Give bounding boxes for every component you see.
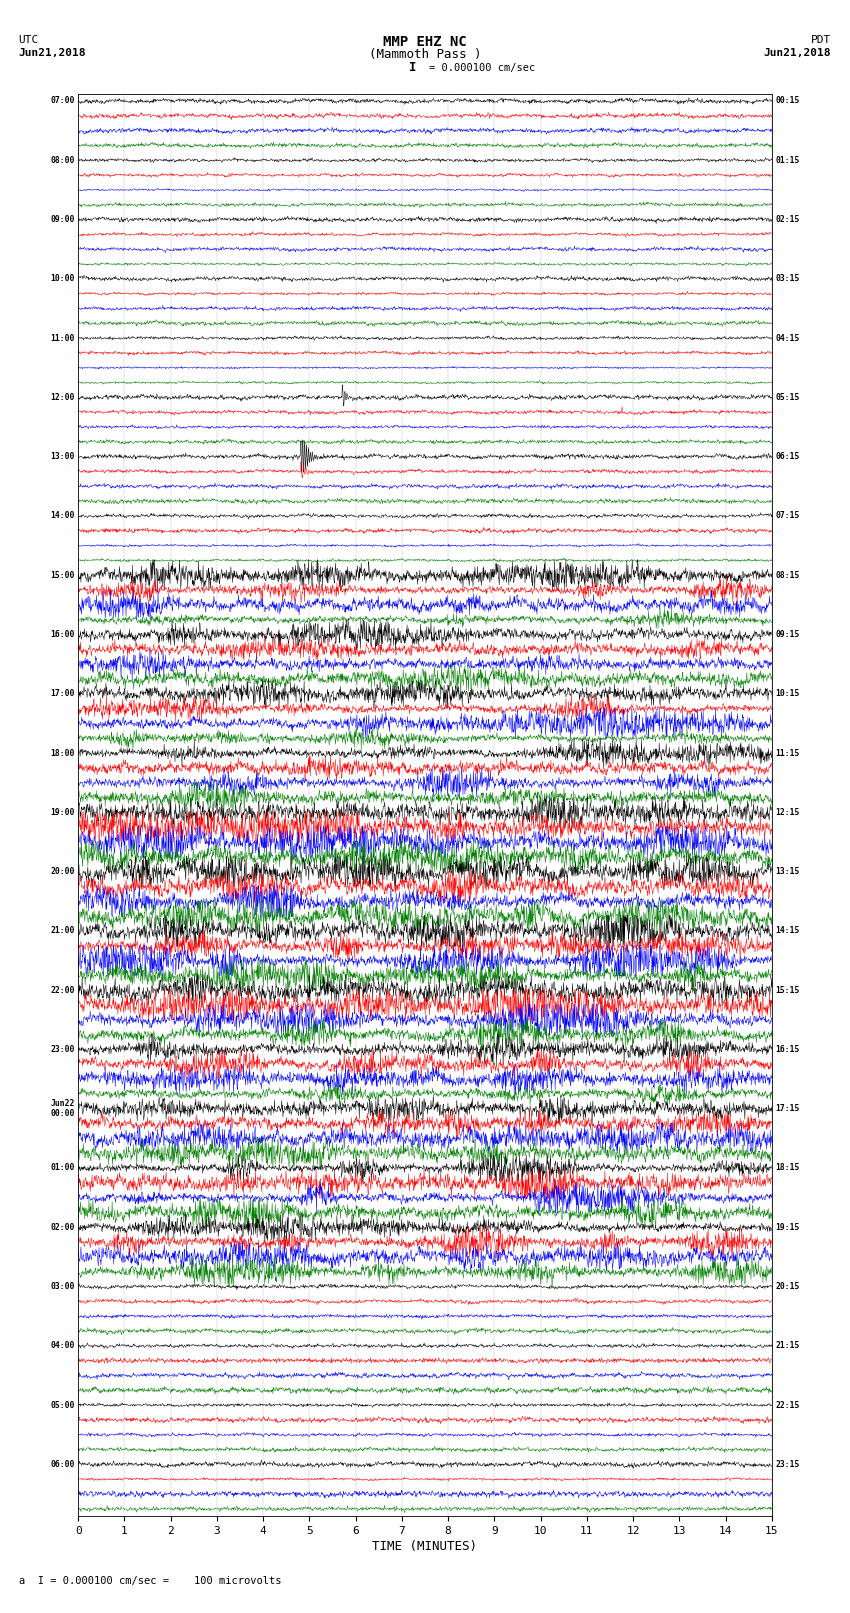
Text: 05:00: 05:00 <box>50 1400 75 1410</box>
Text: 03:15: 03:15 <box>775 274 800 284</box>
Text: 23:00: 23:00 <box>50 1045 75 1053</box>
Text: 00:15: 00:15 <box>775 97 800 105</box>
Text: 14:00: 14:00 <box>50 511 75 521</box>
Text: 06:15: 06:15 <box>775 452 800 461</box>
Text: 20:00: 20:00 <box>50 868 75 876</box>
Text: 02:00: 02:00 <box>50 1223 75 1232</box>
Text: UTC: UTC <box>19 35 39 45</box>
Text: 01:15: 01:15 <box>775 156 800 165</box>
Text: 14:15: 14:15 <box>775 926 800 936</box>
Text: 16:00: 16:00 <box>50 631 75 639</box>
Text: 08:15: 08:15 <box>775 571 800 579</box>
Text: 11:15: 11:15 <box>775 748 800 758</box>
Text: 17:00: 17:00 <box>50 689 75 698</box>
Text: 19:00: 19:00 <box>50 808 75 816</box>
Text: 18:15: 18:15 <box>775 1163 800 1173</box>
Text: Jun21,2018: Jun21,2018 <box>19 48 86 58</box>
Text: 18:00: 18:00 <box>50 748 75 758</box>
Text: PDT: PDT <box>811 35 831 45</box>
Text: 17:15: 17:15 <box>775 1105 800 1113</box>
Text: 12:15: 12:15 <box>775 808 800 816</box>
Text: 09:00: 09:00 <box>50 215 75 224</box>
Text: 15:00: 15:00 <box>50 571 75 579</box>
Text: 13:00: 13:00 <box>50 452 75 461</box>
Text: 22:00: 22:00 <box>50 986 75 995</box>
Text: Jun21,2018: Jun21,2018 <box>764 48 831 58</box>
Text: 15:15: 15:15 <box>775 986 800 995</box>
Text: = 0.000100 cm/sec: = 0.000100 cm/sec <box>429 63 536 73</box>
Text: 13:15: 13:15 <box>775 868 800 876</box>
Text: 04:00: 04:00 <box>50 1342 75 1350</box>
Text: 09:15: 09:15 <box>775 631 800 639</box>
X-axis label: TIME (MINUTES): TIME (MINUTES) <box>372 1540 478 1553</box>
Text: 08:00: 08:00 <box>50 156 75 165</box>
Text: 02:15: 02:15 <box>775 215 800 224</box>
Text: (Mammoth Pass ): (Mammoth Pass ) <box>369 48 481 61</box>
Text: 05:15: 05:15 <box>775 394 800 402</box>
Text: 23:15: 23:15 <box>775 1460 800 1469</box>
Text: 11:00: 11:00 <box>50 334 75 342</box>
Text: 21:00: 21:00 <box>50 926 75 936</box>
Text: I: I <box>409 61 416 74</box>
Text: 16:15: 16:15 <box>775 1045 800 1053</box>
Text: MMP EHZ NC: MMP EHZ NC <box>383 35 467 48</box>
Text: 10:15: 10:15 <box>775 689 800 698</box>
Text: 10:00: 10:00 <box>50 274 75 284</box>
Text: 04:15: 04:15 <box>775 334 800 342</box>
Text: 01:00: 01:00 <box>50 1163 75 1173</box>
Text: 06:00: 06:00 <box>50 1460 75 1469</box>
Text: 07:15: 07:15 <box>775 511 800 521</box>
Text: Jun22
00:00: Jun22 00:00 <box>50 1098 75 1118</box>
Text: 07:00: 07:00 <box>50 97 75 105</box>
Text: 03:00: 03:00 <box>50 1282 75 1290</box>
Text: a  I = 0.000100 cm/sec =    100 microvolts: a I = 0.000100 cm/sec = 100 microvolts <box>19 1576 281 1586</box>
Text: 20:15: 20:15 <box>775 1282 800 1290</box>
Text: 12:00: 12:00 <box>50 394 75 402</box>
Text: 19:15: 19:15 <box>775 1223 800 1232</box>
Text: 21:15: 21:15 <box>775 1342 800 1350</box>
Text: 22:15: 22:15 <box>775 1400 800 1410</box>
